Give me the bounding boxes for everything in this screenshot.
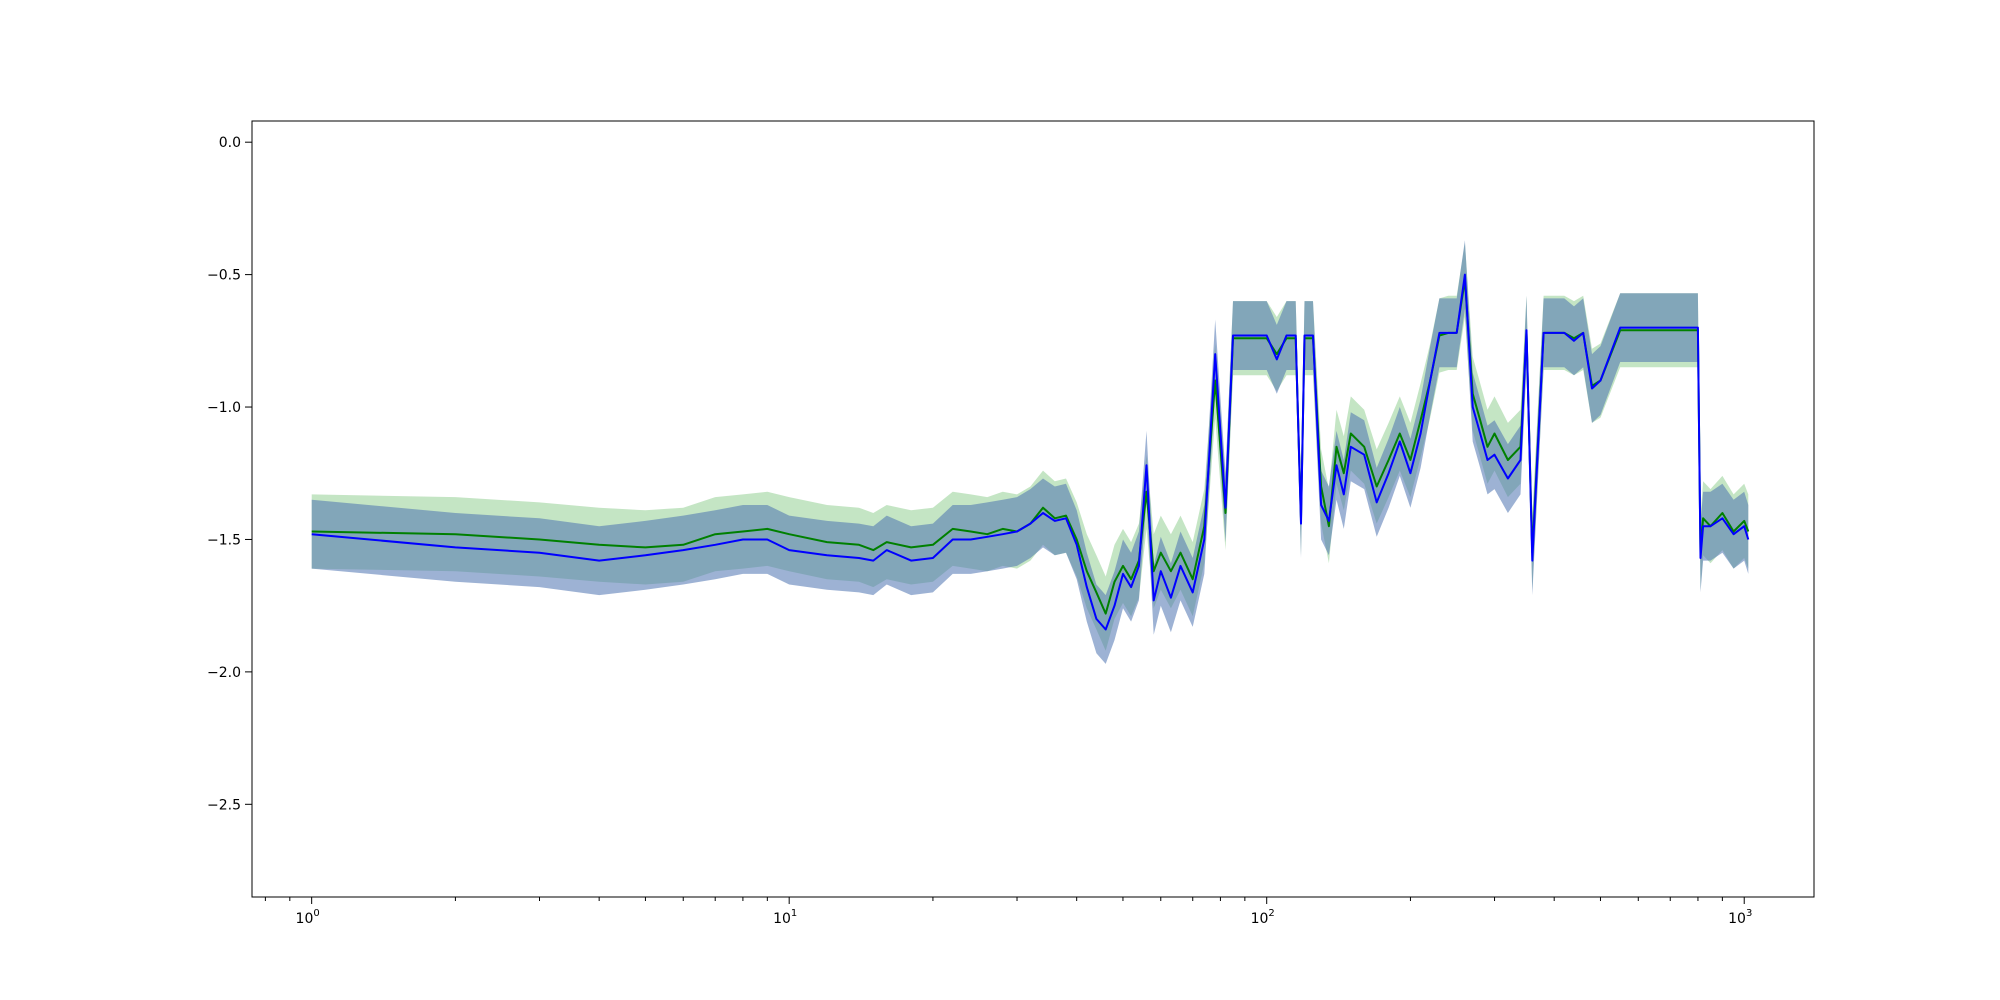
axes-frame [251,120,1815,898]
series-line-2 [311,273,1750,631]
y-tick-label: −1.5 [207,532,241,548]
band-2 [311,240,1749,664]
y-tick-label: 0.0 [219,135,241,151]
band-1 [311,242,1749,651]
x-tick-label: 100 [296,908,320,927]
y-tick-label: −2.0 [207,665,241,681]
x-tick-label: 103 [1728,908,1752,927]
plot-area [311,240,1750,664]
y-tick-label: −0.5 [207,268,241,284]
x-axis: 100 101 102 103 [264,897,1752,927]
x-tick-label: 102 [1251,908,1275,927]
y-tick-label: −2.5 [207,797,241,813]
x-tick-label: 101 [773,908,797,927]
y-tick-label: −1.0 [207,400,241,416]
y-axis: 0.0 −0.5 −1.0 −1.5 −2.0 −2.5 [207,135,252,813]
